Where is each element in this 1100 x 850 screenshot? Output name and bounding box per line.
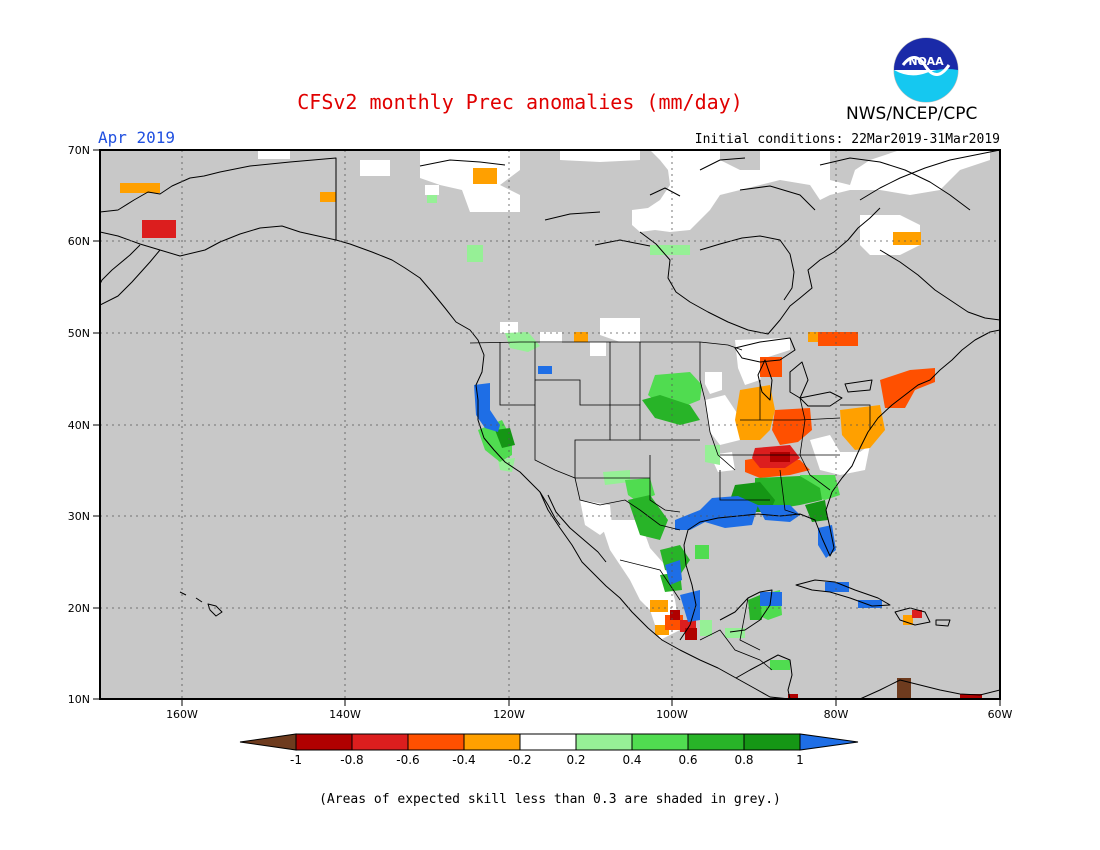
legend-swatch xyxy=(631,733,689,751)
dry-anomaly-darkred xyxy=(670,452,982,699)
legend-tick-label: -1 xyxy=(290,753,302,767)
lat-labels: 70N 60N 50N 40N 30N 20N 10N xyxy=(68,144,90,706)
legend-tick-label: 0.6 xyxy=(678,753,697,767)
legend-swatch xyxy=(687,733,745,751)
color-legend xyxy=(239,733,859,751)
lat-label: 50N xyxy=(68,327,90,340)
dry-anomaly-orange xyxy=(120,168,921,635)
legend-swatch xyxy=(575,733,633,751)
lat-label: 60N xyxy=(68,235,90,248)
legend-swatch xyxy=(743,733,801,751)
coastlines xyxy=(100,150,1000,699)
legend-arrow-left xyxy=(239,733,297,751)
lon-label: 60W xyxy=(988,708,1013,721)
legend-arrow-right xyxy=(799,733,859,751)
axis-ticks xyxy=(93,149,1001,706)
legend-swatch xyxy=(351,733,409,751)
legend-tick-labels: -1 -0.8 -0.6 -0.4 -0.2 0.2 0.4 0.6 0.8 1 xyxy=(290,753,804,767)
legend-tick-label: -0.4 xyxy=(452,753,475,767)
lon-label: 160W xyxy=(166,708,198,721)
legend-swatch xyxy=(519,733,577,751)
lon-label: 120W xyxy=(493,708,525,721)
wet-anomaly-lightgreen xyxy=(427,195,745,638)
logo-text: NOAA xyxy=(908,55,944,68)
lat-label: 10N xyxy=(68,693,90,706)
map-title: CFSv2 monthly Prec anomalies (mm/day) xyxy=(297,90,743,114)
legend-tick-label: 0.8 xyxy=(734,753,753,767)
legend-swatch xyxy=(295,733,353,751)
legend-tick-label: 1 xyxy=(796,753,804,767)
legend-swatch xyxy=(463,733,521,751)
lon-label: 80W xyxy=(824,708,849,721)
lat-label: 30N xyxy=(68,510,90,523)
dry-anomaly-brown xyxy=(897,678,911,699)
agency-label: NWS/NCEP/CPC xyxy=(846,104,978,124)
political-borders xyxy=(335,158,871,671)
lat-label: 40N xyxy=(68,419,90,432)
legend-swatch xyxy=(407,733,465,751)
lat-label: 20N xyxy=(68,602,90,615)
legend-tick-label: 0.4 xyxy=(622,753,641,767)
initial-conditions: Initial conditions: 22Mar2019-31Mar2019 xyxy=(694,132,1000,147)
skill-note: (Areas of expected skill less than 0.3 a… xyxy=(319,792,781,807)
lon-labels: 160W 140W 120W 100W 80W 60W xyxy=(166,708,1012,721)
legend-tick-label: -0.2 xyxy=(508,753,531,767)
forecast-period: Apr 2019 xyxy=(98,128,176,147)
graticule xyxy=(100,150,1000,699)
noaa-logo: NOAA xyxy=(893,37,959,103)
lon-label: 140W xyxy=(329,708,361,721)
map-content xyxy=(100,150,1000,699)
legend-tick-label: -0.6 xyxy=(396,753,419,767)
lon-label: 100W xyxy=(656,708,688,721)
legend-tick-label: 0.2 xyxy=(566,753,585,767)
lat-label: 70N xyxy=(68,144,90,157)
legend-tick-label: -0.8 xyxy=(340,753,363,767)
